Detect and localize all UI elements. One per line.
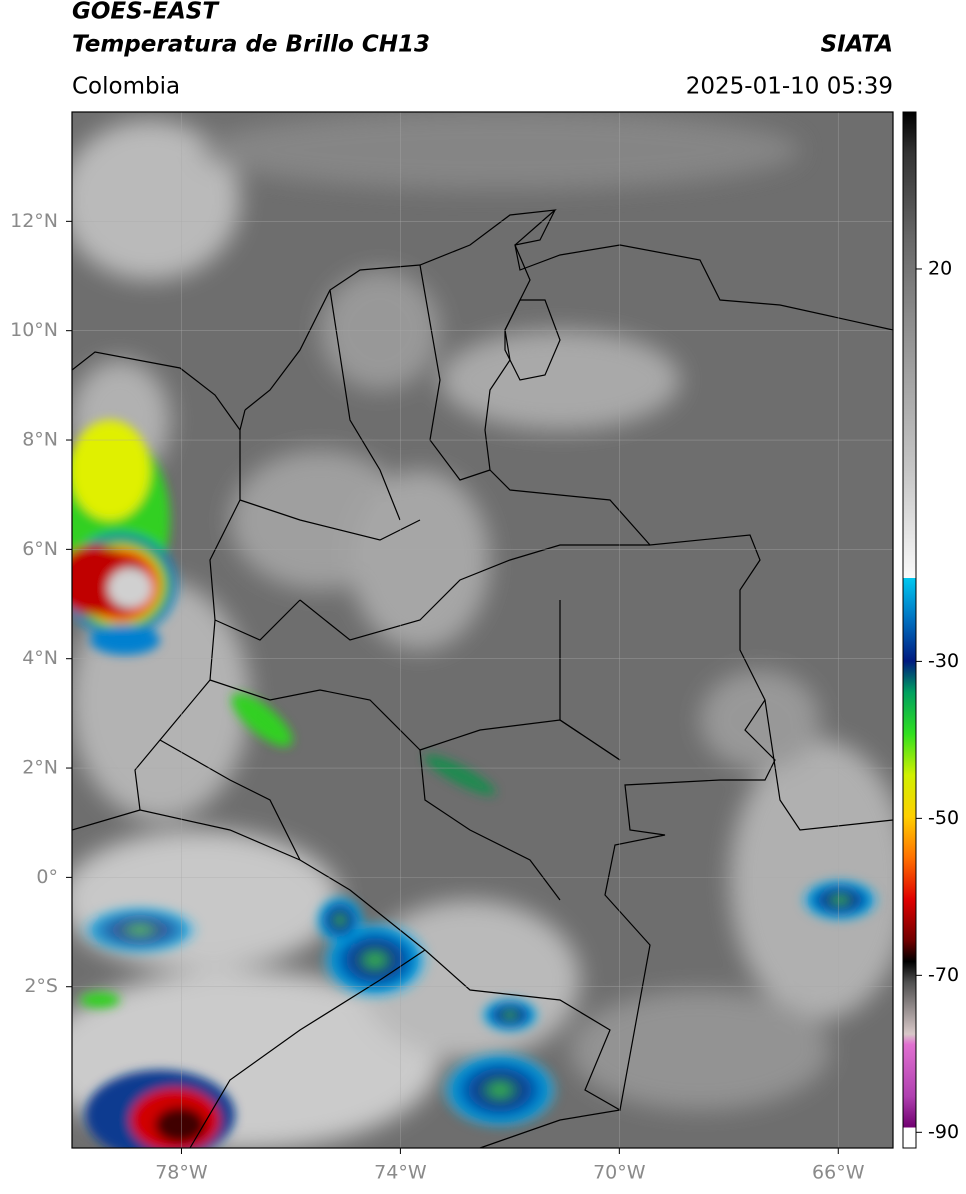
y-tick-label: 10°N	[10, 319, 58, 341]
x-tick-label: 78°W	[155, 1162, 208, 1184]
datetime-label: 2025-01-10 05:39	[686, 74, 893, 100]
satellite-image	[72, 112, 893, 1148]
product-title: Temperatura de Brillo CH13	[72, 32, 430, 58]
colorbar-tick-label: 20	[928, 257, 952, 279]
colorbar-tick-label: -70	[928, 964, 959, 986]
region-label: Colombia	[72, 74, 180, 100]
colorbar-tick-label: -50	[928, 807, 959, 829]
satellite-title: GOES-EAST	[72, 0, 220, 25]
y-tick-label: 2°S	[24, 975, 58, 997]
x-tick-label: 70°W	[593, 1162, 646, 1184]
y-tick-label: 2°N	[22, 757, 58, 779]
colorbar-tick-label: -90	[928, 1121, 959, 1143]
agency-label: SIATA	[821, 32, 893, 58]
x-tick-label: 66°W	[812, 1162, 865, 1184]
colorbar	[902, 111, 917, 1149]
y-tick-label: 8°N	[22, 429, 58, 451]
y-tick-label: 0°	[36, 866, 58, 888]
colorbar-tick-label: -30	[928, 650, 959, 672]
boundaries	[72, 209, 893, 1148]
map-frame	[71, 111, 894, 1149]
y-tick-label: 4°N	[22, 647, 58, 669]
y-tick-label: 6°N	[22, 538, 58, 560]
x-tick-label: 74°W	[374, 1162, 427, 1184]
y-tick-label: 12°N	[10, 210, 58, 232]
